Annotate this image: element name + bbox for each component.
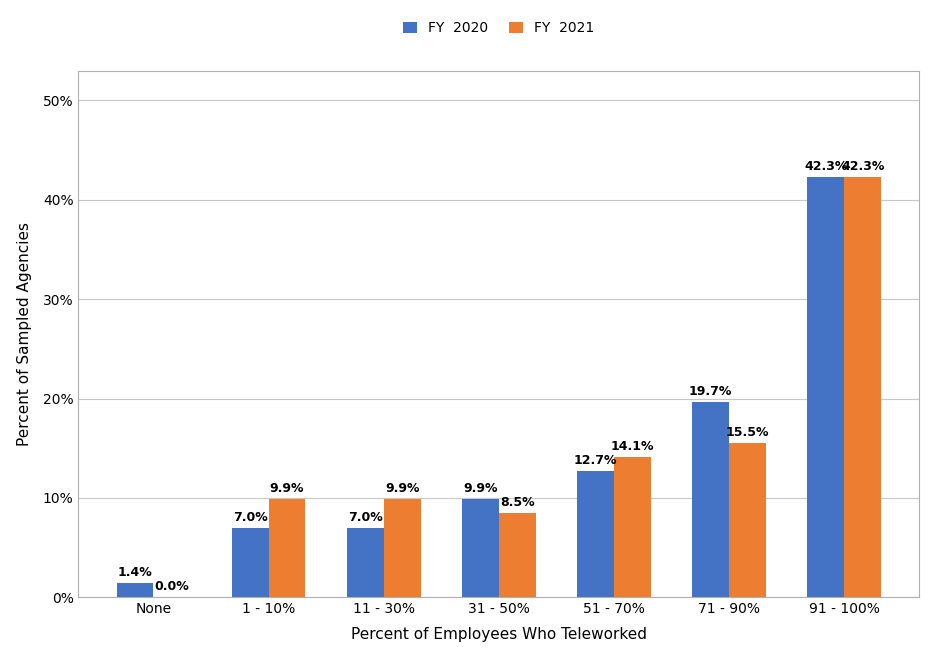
Text: 9.9%: 9.9% bbox=[463, 482, 498, 495]
Text: 9.9%: 9.9% bbox=[270, 482, 304, 495]
Bar bbox=[347, 528, 384, 597]
Bar bbox=[808, 177, 844, 597]
Text: 0.0%: 0.0% bbox=[154, 581, 189, 593]
Bar bbox=[462, 499, 499, 597]
Text: 15.5%: 15.5% bbox=[725, 426, 769, 440]
Text: 12.7%: 12.7% bbox=[574, 454, 618, 467]
Text: 9.9%: 9.9% bbox=[385, 482, 419, 495]
Bar bbox=[499, 513, 535, 597]
Y-axis label: Percent of Sampled Agencies: Percent of Sampled Agencies bbox=[17, 222, 32, 446]
Text: 7.0%: 7.0% bbox=[348, 511, 383, 524]
Legend: FY  2020, FY  2021: FY 2020, FY 2021 bbox=[396, 14, 602, 42]
Text: 19.7%: 19.7% bbox=[689, 385, 732, 397]
Bar bbox=[614, 457, 651, 597]
Text: 14.1%: 14.1% bbox=[610, 440, 654, 453]
Text: 8.5%: 8.5% bbox=[500, 496, 534, 509]
Text: 7.0%: 7.0% bbox=[233, 511, 268, 524]
Bar bbox=[232, 528, 269, 597]
Text: 1.4%: 1.4% bbox=[118, 567, 153, 579]
X-axis label: Percent of Employees Who Teleworked: Percent of Employees Who Teleworked bbox=[351, 627, 647, 643]
Bar bbox=[117, 583, 154, 597]
Text: 42.3%: 42.3% bbox=[804, 160, 847, 173]
Bar bbox=[269, 499, 305, 597]
Bar bbox=[729, 444, 766, 597]
Bar bbox=[384, 499, 420, 597]
Text: 42.3%: 42.3% bbox=[841, 160, 885, 173]
Bar bbox=[578, 471, 614, 597]
Bar bbox=[844, 177, 881, 597]
Bar bbox=[693, 401, 729, 597]
